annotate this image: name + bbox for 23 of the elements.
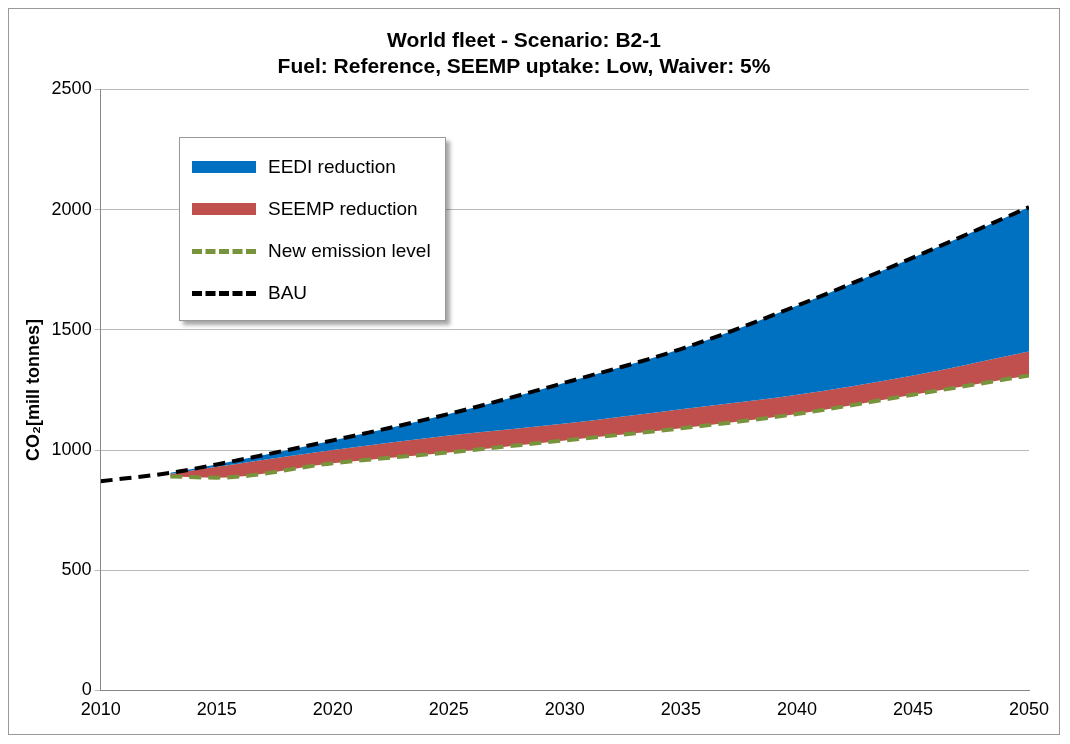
x-tick-label: 2015	[196, 699, 237, 720]
y-tick-label: 2500	[51, 78, 92, 99]
x-tick-label: 2010	[80, 699, 121, 720]
y-tick-label: 0	[81, 679, 92, 700]
legend-label: New emission level	[268, 240, 431, 262]
x-tick-label: 2025	[428, 699, 469, 720]
x-tick-label: 2050	[1008, 699, 1050, 720]
x-tick-label: 2030	[544, 699, 585, 720]
y-axis-title: CO₂[mill tonnes]	[22, 318, 43, 461]
x-tick-label: 2020	[312, 699, 353, 720]
chart-subtitle: Fuel: Reference, SEEMP uptake: Low, Waiver: 5%	[277, 53, 771, 77]
y-tick-label: 1500	[51, 318, 92, 339]
y-tick-label: 1000	[51, 438, 92, 459]
y-tick-label: 500	[61, 559, 92, 580]
x-tick-label: 2040	[776, 699, 817, 720]
line-series	[168, 373, 1029, 480]
legend-label: BAU	[268, 282, 308, 304]
x-tick-label: 2035	[660, 699, 701, 720]
x-tick-label: 2045	[892, 699, 933, 720]
legend-label: EEDI reduction	[268, 156, 396, 178]
y-tick-label: 2000	[51, 198, 92, 219]
chart-title: World fleet - Scenario: B2-1	[387, 28, 662, 52]
legend-label: SEEMP reduction	[268, 198, 418, 220]
